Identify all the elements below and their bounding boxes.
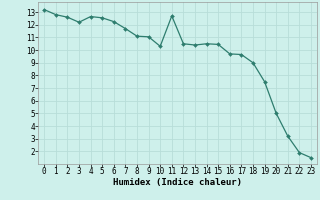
X-axis label: Humidex (Indice chaleur): Humidex (Indice chaleur) — [113, 178, 242, 187]
